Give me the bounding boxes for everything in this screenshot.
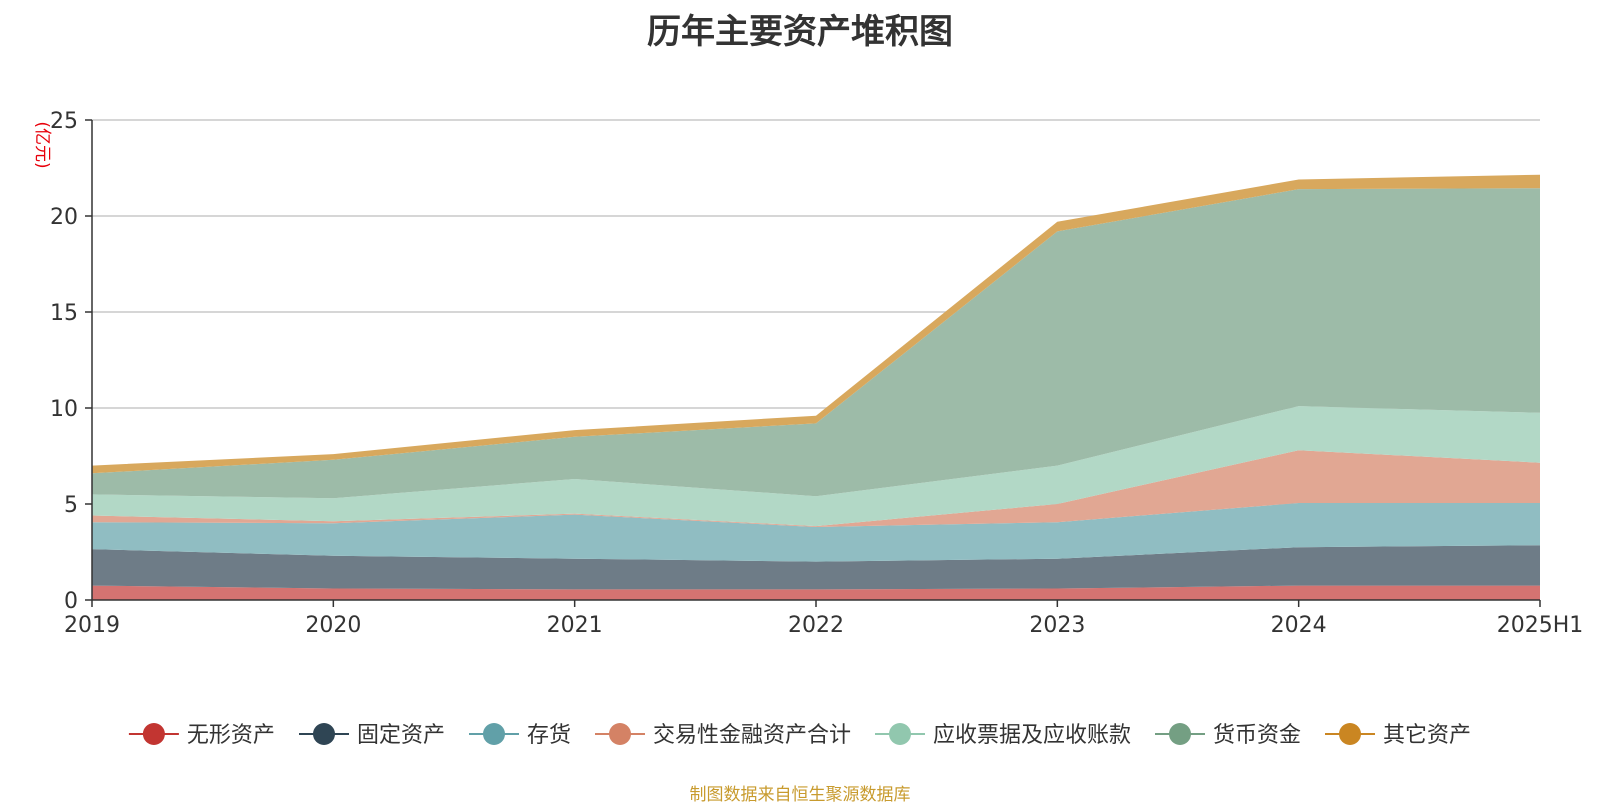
legend-label-4: 应收票据及应收账款 [933,723,1131,748]
x-tick-label-4: 2023 [1029,613,1085,638]
y-tick-label-1: 5 [64,493,78,518]
area-series-0 [92,585,1540,600]
y-tick-label-2: 10 [50,397,78,422]
chart-title: 历年主要资产堆积图 [647,12,953,52]
y-tick-label-4: 20 [50,205,78,230]
area-series-4 [92,406,1540,527]
x-tick-label-1: 2020 [305,613,361,638]
area-series-2 [92,503,1540,562]
y-tick-label-3: 15 [50,301,78,326]
area-series-5 [92,188,1540,499]
x-tick-label-6: 2025H1 [1497,613,1584,638]
legend-marker-0 [142,723,165,745]
legend-item-0[interactable]: 无形资产 [128,723,275,748]
legend-label-6: 其它资产 [1383,723,1471,748]
legend-label-2: 存货 [527,723,571,748]
legend-marker-3 [609,723,631,745]
legend-item-4[interactable]: 应收票据及应收账款 [875,723,1131,748]
stacked-area-chart: 0 5 10 15 20 25 2019 2020 2021 2022 2023 2024 2025H1… [32,109,1583,748]
x-tick-label-3: 2022 [788,613,844,638]
y-axis-unit-label: (亿元) [32,121,52,168]
area-layer [92,174,1540,600]
legend-item-3[interactable]: 交易性金融资产合计 [595,723,851,748]
legend: 无形资产 固定资产 存货 交易性金融资产合计 应收票据及应收账款 货币资金 其它资产 [128,723,1471,748]
legend-label-3: 交易性金融资产合计 [653,723,851,748]
legend-label-5: 货币资金 [1213,723,1301,748]
x-tick-label-5: 2024 [1271,613,1327,638]
y-tick-label-0: 0 [64,589,78,614]
area-series-3 [92,450,1540,527]
x-tick-label-0: 2019 [64,613,120,638]
legend-marker-5 [1169,723,1191,745]
legend-item-6[interactable]: 其它资产 [1325,723,1471,748]
legend-item-5[interactable]: 货币资金 [1155,723,1301,748]
legend-marker-4 [889,723,911,745]
legend-item-2[interactable]: 存货 [469,723,571,748]
source-note: 制图数据来自恒生聚源数据库 [689,785,911,805]
x-tick-label-2: 2021 [547,613,603,638]
axes: 0 5 10 15 20 25 2019 2020 2021 2022 2023 2024 2025H1 [50,109,1583,638]
legend-marker-1 [313,723,335,745]
y-tick-label-5: 25 [50,109,78,134]
legend-marker-2 [483,723,505,745]
area-series-1 [92,545,1540,590]
legend-label-1: 固定资产 [357,723,445,748]
legend-marker-6 [1339,723,1361,745]
legend-item-1[interactable]: 固定资产 [299,723,445,748]
legend-label-0: 无形资产 [187,723,275,748]
